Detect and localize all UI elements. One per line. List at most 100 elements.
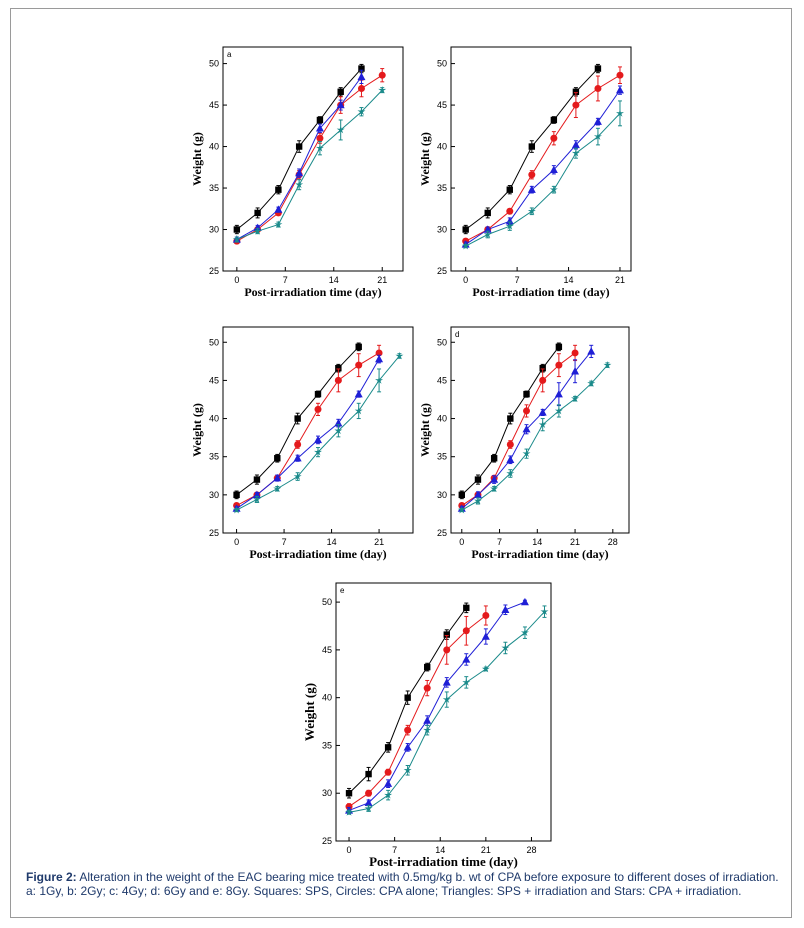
panel-d-series-sps-irradiation-point [538, 408, 547, 416]
panel-b-ytick-label: 50 [437, 59, 447, 69]
panel-b-xtick-label: 14 [564, 275, 574, 285]
panel-c-series-cpa-irradiation-point [395, 351, 404, 360]
panel-e-series-cpa-irradiation-point [481, 664, 490, 673]
panel-e-series-cpa-irradiation-point [442, 695, 451, 703]
panel-e-series-cpa-irradiation-point [423, 725, 432, 734]
panel-b-series-cpa-alone-point [572, 101, 580, 109]
panel-b-series-cpa-irradiation-line [465, 113, 621, 247]
panel-e-series-cpa-irradiation-point [540, 607, 549, 616]
panel-c-series-sps-point [274, 455, 281, 462]
panel-c-series-sps-irradiation-point [273, 473, 282, 482]
panel-d-ytick-label: 35 [437, 452, 447, 462]
panel-b-series-cpa-alone-point [528, 171, 536, 179]
panel-d-series-sps-point [490, 455, 498, 462]
panel-b-series-sps-point [550, 116, 558, 124]
panel-c-series-sps-point [294, 415, 301, 422]
panel-b-series-cpa-alone-line [465, 74, 621, 242]
panel-e-ytick-label: 25 [322, 836, 332, 846]
panel-a-series-sps-irradiation-point [357, 72, 366, 81]
panel-a-ytick-label: 45 [209, 100, 219, 110]
panel-d-series-sps-irradiation [457, 344, 596, 512]
panel-b-series-cpa-irradiation-point [483, 230, 492, 238]
panel-d-xtick-label: 28 [608, 537, 618, 547]
panel-e-xtick-label: 14 [435, 845, 445, 855]
panel-c-ylabel: Weight (g) [190, 403, 204, 457]
panel-e-series-cpa-irradiation [345, 605, 549, 816]
panel-a-series-cpa-irradiation-point [274, 220, 283, 228]
panel-d-series-cpa-irradiation-line [461, 364, 608, 511]
panel-a-series-sps [233, 63, 365, 235]
panel-b-ytick-label: 40 [437, 142, 447, 152]
panel-c-series-sps-point [253, 476, 261, 483]
panel-c-series-cpa-alone-point [294, 440, 302, 448]
panel-a-xtick-label: 21 [377, 275, 387, 285]
panel-b-series-sps-irradiation-point [615, 85, 624, 94]
panel-c-series-cpa-alone-point [355, 361, 363, 369]
panel-e-series-cpa-alone-point [423, 684, 431, 692]
panel-e-series-sps-irradiation [345, 597, 529, 814]
panel-a-series-cpa-irradiation-point [336, 125, 345, 134]
panel-d-series-sps-point [539, 365, 546, 372]
panel-d-series-sps-point [555, 343, 563, 351]
panel-b-series-cpa-irradiation [461, 100, 624, 250]
panel-c-xtick-label: 14 [327, 537, 337, 547]
panel-b-xtick-label: 21 [615, 275, 625, 285]
panel-b-series-sps-irradiation-line [465, 89, 621, 245]
panel-a-ytick-label: 40 [209, 142, 219, 152]
caption-text: Alteration in the weight of the EAC bear… [26, 870, 779, 898]
panel-d-series-sps-irradiation-point [554, 389, 563, 398]
panel-c-xtick-label: 21 [374, 537, 384, 547]
panel-c-ytick-label: 25 [209, 528, 219, 538]
panel-a-axes-box [222, 46, 404, 272]
panel-e-series-cpa-irradiation-point [520, 628, 529, 637]
panel-c-ytick-label: 45 [209, 375, 219, 385]
panel-b-series-sps-point [462, 226, 469, 233]
panel-d-series-sps-irradiation-point [473, 490, 482, 499]
panel-b-series-cpa-alone-point [550, 134, 558, 142]
panel-a-series-cpa-alone-point [378, 71, 386, 79]
panel-b-xtick-label: 7 [515, 275, 520, 285]
panel-a-xtick-label: 7 [283, 275, 288, 285]
panel-a-ytick-label: 35 [209, 183, 219, 193]
panel-c-series-sps [233, 342, 362, 500]
panel-e-series-sps-irradiation-point [384, 779, 393, 787]
panel-d-series-sps-point [523, 390, 530, 398]
panel-d-series-cpa-irradiation [457, 360, 612, 514]
panel-d-series-sps-irradiation-point [522, 425, 531, 433]
panel-d-series-sps-point [458, 491, 465, 499]
panel-b-series-sps-irradiation-point [505, 217, 514, 225]
panel-e-series-sps-point [384, 744, 392, 751]
panel-a-series-cpa-irradiation-point [378, 85, 387, 94]
panel-e-series-cpa-irradiation-point [364, 804, 373, 812]
panel-d-series-sps [458, 342, 563, 500]
panel-c-series-cpa-irradiation-point [232, 505, 241, 514]
panel-e-series-sps-point [404, 694, 411, 701]
panel-d-series-sps-point [507, 415, 514, 422]
panel-e-series-sps-irradiation-point [462, 655, 471, 663]
panel-e-series-sps-irradiation-point [364, 798, 373, 806]
panel-d-series-cpa-alone-point [555, 361, 563, 369]
panel-e-xlabel: Post-irradiation time (day) [369, 854, 518, 869]
panel-d-series-cpa-irradiation-point [554, 406, 563, 415]
panel-c-series-cpa-irradiation-point [252, 495, 261, 503]
panel-c-series-cpa-irradiation-point [314, 447, 322, 456]
panel-e-ytick-label: 35 [322, 740, 332, 750]
panel-e-series-cpa-irradiation-point [403, 766, 412, 774]
panel-d-series-cpa-alone-point [523, 407, 531, 415]
panel-d-ytick-label: 40 [437, 414, 447, 424]
panel-b-series-sps-irradiation-point [571, 140, 580, 149]
panel-d-xtick-label: 21 [570, 537, 580, 547]
panel-b-series-sps-irradiation-point [527, 185, 536, 193]
panel-e-series-cpa-irradiation-point [384, 790, 393, 799]
panel-c-axes-box [222, 326, 414, 534]
panel-a-series-sps-point [358, 65, 365, 72]
panel-e-ylabel: Weight (g) [302, 683, 317, 741]
panel-c-series-cpa-irradiation [232, 351, 404, 514]
panel-e-xtick-label: 0 [347, 845, 352, 855]
panel-b-series-cpa-alone-point [594, 84, 602, 92]
panel-a-series-sps-point [316, 116, 324, 124]
panel-c-series-sps-point [314, 390, 322, 398]
panel-e-series-sps-point [463, 604, 470, 612]
panel-a-series-cpa-alone-point [316, 134, 324, 142]
